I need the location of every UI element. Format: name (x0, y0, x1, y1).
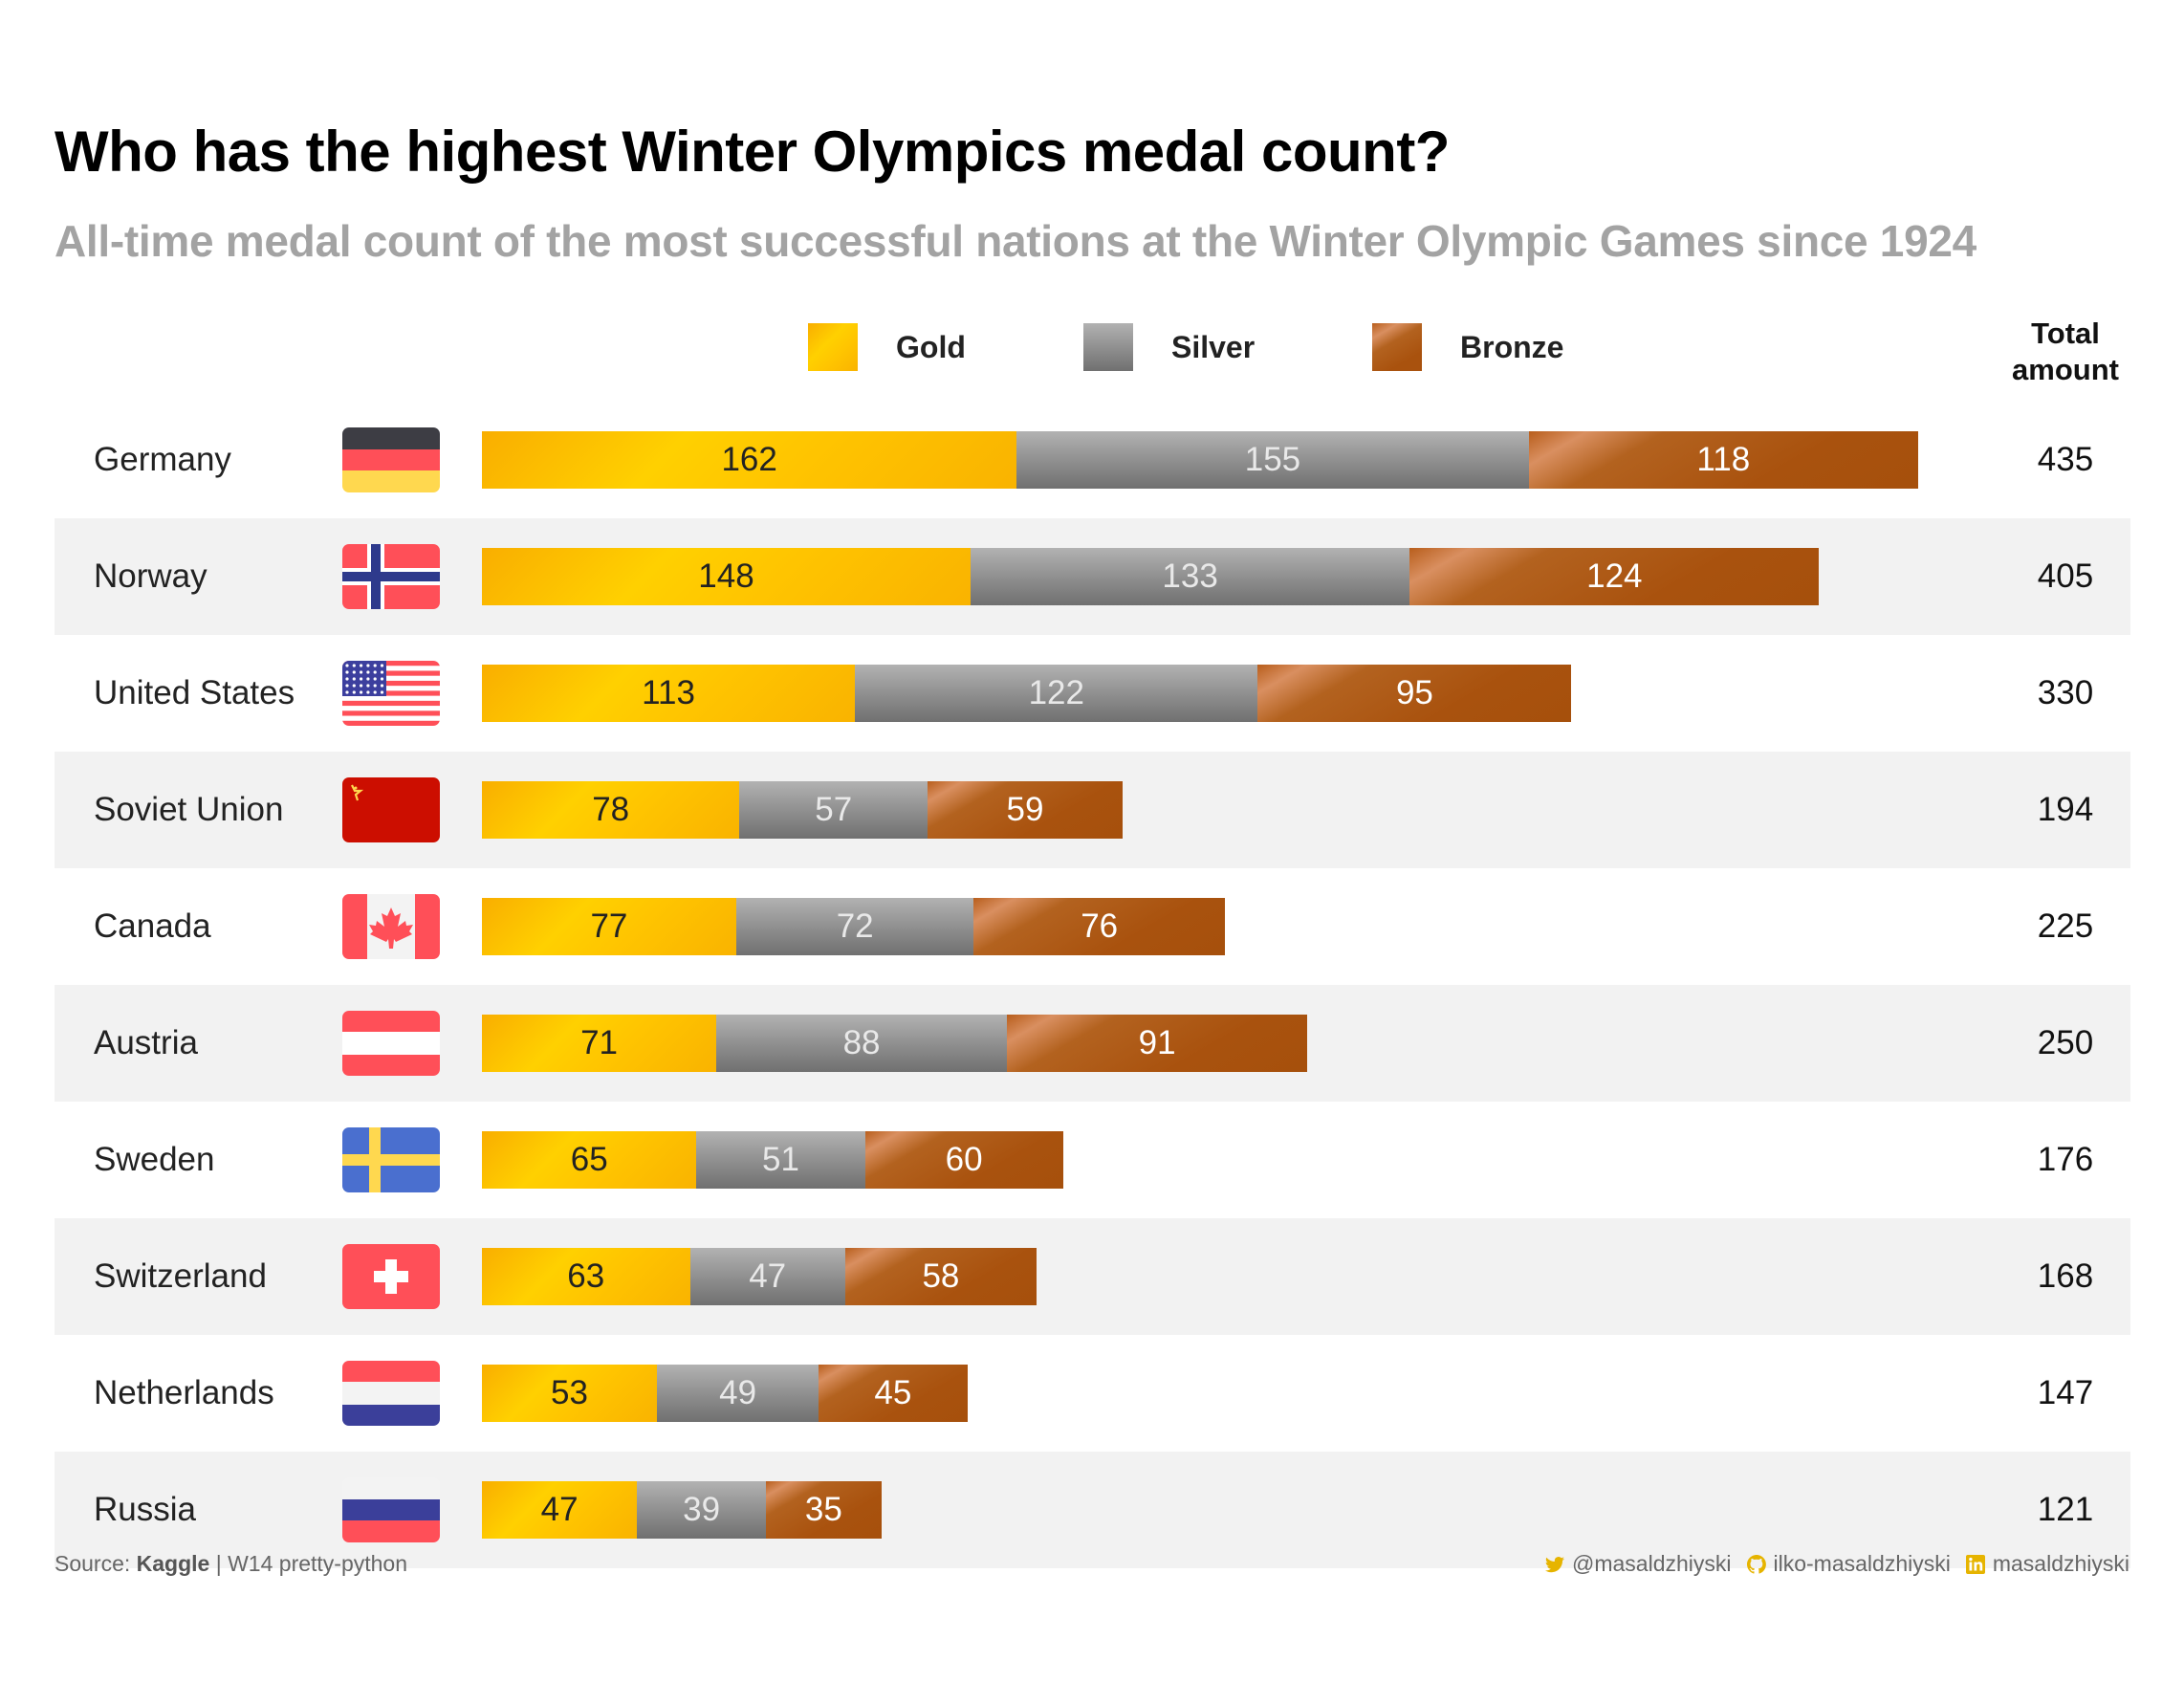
chart-title: Who has the highest Winter Olympics meda… (55, 120, 1450, 184)
bar-silver: 155 (1016, 431, 1529, 489)
total-value: 147 (2037, 1374, 2094, 1411)
legend-item-gold: Gold (808, 323, 966, 371)
legend-item-bronze: Bronze (1372, 323, 1563, 371)
united-states-flag-icon (342, 661, 440, 726)
legend-swatch-bronze (1372, 323, 1422, 371)
bar-gold: 53 (482, 1365, 657, 1422)
country-label: Switzerland (94, 1257, 267, 1295)
legend-item-silver: Silver (1083, 323, 1255, 371)
row-soviet-union: Soviet Union 78 57 59 194 (55, 752, 2130, 868)
total-value: 435 (2037, 441, 2094, 478)
chart-subtitle: All-time medal count of the most success… (55, 216, 1977, 266)
bar-bronze: 58 (844, 1248, 1037, 1305)
bar-bronze: 118 (1528, 431, 1918, 489)
bar-gold: 78 (482, 781, 740, 839)
country-label: Netherlands (94, 1374, 274, 1411)
bar-silver: 39 (637, 1481, 766, 1539)
bar-silver: 49 (657, 1365, 819, 1422)
country-label: Sweden (94, 1141, 215, 1178)
row-switzerland: Switzerland 63 47 58 168 (55, 1218, 2130, 1335)
russia-flag-icon (342, 1477, 440, 1542)
linkedin-handle: masaldzhiyski (1992, 1551, 2129, 1576)
bar-silver: 88 (716, 1015, 1007, 1072)
bar-gold: 148 (482, 548, 972, 605)
bar-silver: 47 (689, 1248, 845, 1305)
author-links: @masaldzhiyski ilko-masaldzhiyski masald… (1543, 1551, 2129, 1577)
row-united-states: United States 113 122 95 330 (55, 635, 2130, 752)
linkedin-icon (1965, 1554, 1985, 1574)
bar-bronze: 91 (1007, 1015, 1308, 1072)
total-value: 176 (2037, 1141, 2094, 1178)
total-header-line1: Total (2031, 317, 2100, 350)
source-name: Kaggle (136, 1551, 210, 1576)
country-label: Soviet Union (94, 791, 284, 828)
legend-swatch-silver (1083, 323, 1133, 371)
row-sweden: Sweden 65 51 60 176 (55, 1102, 2130, 1218)
bar-bronze: 59 (928, 781, 1123, 839)
total-header-line2: amount (2012, 353, 2119, 386)
bar-gold: 113 (482, 665, 856, 722)
row-netherlands: Netherlands 53 49 45 147 (55, 1335, 2130, 1452)
country-label: Canada (94, 907, 211, 945)
twitter-handle: @masaldzhiyski (1572, 1551, 1732, 1576)
total-value: 405 (2037, 557, 2094, 595)
legend-label-silver: Silver (1171, 329, 1256, 364)
total-value: 121 (2037, 1491, 2094, 1528)
total-value: 225 (2037, 907, 2094, 945)
github-handle: ilko-masaldzhiyski (1773, 1551, 1951, 1576)
total-value: 194 (2037, 791, 2094, 828)
bar-gold: 47 (482, 1481, 638, 1539)
row-canada: Canada 77 72 76 225 (55, 868, 2130, 985)
bar-bronze: 35 (765, 1481, 882, 1539)
total-value: 330 (2037, 674, 2094, 711)
bar-gold: 162 (482, 431, 1017, 489)
legend-label-bronze: Bronze (1460, 329, 1564, 364)
country-label: Germany (94, 441, 231, 478)
row-austria: Austria 71 88 91 250 (55, 985, 2130, 1102)
linkedin-link[interactable]: masaldzhiyski (1964, 1551, 2129, 1577)
twitter-link[interactable]: @masaldzhiyski (1543, 1551, 1732, 1577)
row-norway: Norway 148 133 124 405 (55, 518, 2130, 635)
twitter-icon (1545, 1556, 1564, 1572)
bar-silver: 133 (971, 548, 1410, 605)
country-label: Norway (94, 557, 207, 595)
legend-swatch-gold (808, 323, 858, 371)
source-prefix: Source: (55, 1551, 131, 1576)
austria-flag-icon (342, 1011, 440, 1076)
total-value: 168 (2037, 1257, 2094, 1295)
row-russia: Russia 47 39 35 121 (55, 1452, 2130, 1568)
canada-flag-icon (342, 894, 440, 959)
country-label: Russia (94, 1491, 196, 1528)
bar-gold: 65 (482, 1131, 697, 1189)
bar-silver: 51 (696, 1131, 865, 1189)
source-suffix: | W14 pretty-python (215, 1551, 408, 1576)
bar-silver: 72 (735, 898, 974, 955)
switzerland-flag-icon (342, 1244, 440, 1309)
norway-flag-icon (342, 544, 440, 609)
bar-gold: 77 (482, 898, 736, 955)
bar-bronze: 76 (973, 898, 1225, 955)
row-germany: Germany 162 155 118 435 (55, 402, 2130, 518)
soviet-union-flag-icon (342, 777, 440, 842)
legend-label-gold: Gold (896, 329, 966, 364)
bar-gold: 71 (482, 1015, 717, 1072)
bar-bronze: 95 (1257, 665, 1572, 722)
bar-silver: 122 (855, 665, 1258, 722)
bar-silver: 57 (739, 781, 928, 839)
sweden-flag-icon (342, 1127, 440, 1192)
github-link[interactable]: ilko-masaldzhiyski (1745, 1551, 1951, 1577)
source-note: Source: Kaggle | W14 pretty-python (55, 1551, 407, 1577)
country-label: United States (94, 674, 295, 711)
total-header: Total amount (1951, 316, 2180, 388)
bar-bronze: 124 (1409, 548, 1820, 605)
germany-flag-icon (342, 427, 440, 492)
bar-bronze: 45 (819, 1365, 968, 1422)
total-value: 250 (2037, 1024, 2094, 1061)
bar-gold: 63 (482, 1248, 690, 1305)
country-label: Austria (94, 1024, 198, 1061)
github-icon (1746, 1554, 1766, 1574)
bar-bronze: 60 (864, 1131, 1063, 1189)
netherlands-flag-icon (342, 1361, 440, 1426)
